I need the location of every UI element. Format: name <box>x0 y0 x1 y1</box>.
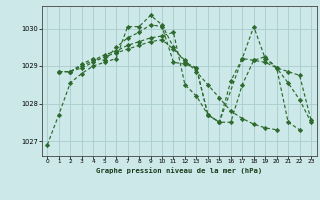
X-axis label: Graphe pression niveau de la mer (hPa): Graphe pression niveau de la mer (hPa) <box>96 167 262 174</box>
